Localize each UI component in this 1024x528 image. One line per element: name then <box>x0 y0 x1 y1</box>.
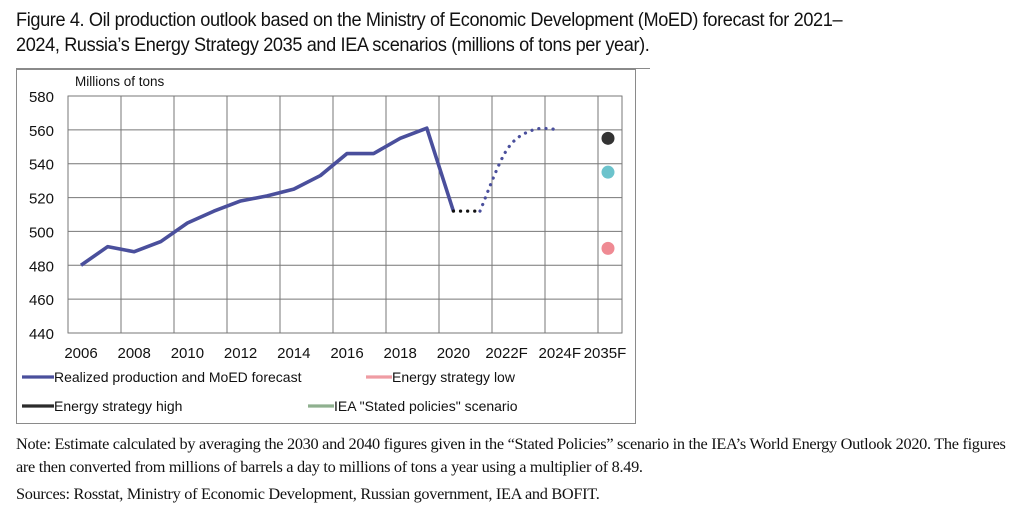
figure-title: Figure 4. Oil production outlook based o… <box>16 8 946 58</box>
x-tick-label: 2022F <box>485 345 528 362</box>
note-text: Note: Estimate calculated by averaging t… <box>16 434 1006 476</box>
y-tick-label: 560 <box>29 123 54 140</box>
figure-title-line-1: Figure 4. Oil production outlook based o… <box>16 9 843 31</box>
y-axis-label: Millions of tons <box>75 74 165 89</box>
y-tick-label: 460 <box>29 292 54 309</box>
y-tick-label: 500 <box>29 224 54 241</box>
plot-area <box>67 95 623 334</box>
sources-text: Sources: Rosstat, Ministry of Economic D… <box>16 484 600 503</box>
x-tick-label: 2010 <box>171 345 204 362</box>
legend-label: IEA "Stated policies" scenario <box>334 398 518 414</box>
x-tick-label: 2014 <box>277 345 310 362</box>
x-tick-label: 2008 <box>118 345 151 362</box>
x-tick-label: 2035F <box>584 345 627 362</box>
legend-label: Realized production and MoED forecast <box>54 369 302 385</box>
x-tick-label: 2024F <box>539 345 582 362</box>
x-tick-label: 2006 <box>64 345 97 362</box>
series-line-0 <box>79 126 456 267</box>
data-point-iea-stated-policies-scenario <box>601 165 615 179</box>
figure-notes: Note: Estimate calculated by averaging t… <box>16 432 1016 505</box>
x-tick-label: 2012 <box>224 345 257 362</box>
y-tick-label: 520 <box>29 191 54 208</box>
data-point-energy-strategy-low <box>601 241 615 255</box>
chart-frame <box>16 69 636 424</box>
title-divider <box>16 68 650 69</box>
series-line-2 <box>478 126 562 213</box>
y-tick-label: 580 <box>29 89 54 106</box>
x-tick-label: 2018 <box>384 345 417 362</box>
data-point-energy-strategy-high <box>601 131 615 145</box>
legend-label: Energy strategy low <box>392 369 516 385</box>
x-tick-label: 2016 <box>330 345 363 362</box>
y-tick-label: 440 <box>29 326 54 343</box>
y-tick-label: 480 <box>29 258 54 275</box>
x-tick-label: 2020 <box>437 345 470 362</box>
figure-title-line-2: 2024, Russia’s Energy Strategy 2035 and … <box>16 34 650 56</box>
y-tick-label: 540 <box>29 157 54 174</box>
legend-label: Energy strategy high <box>54 398 182 414</box>
